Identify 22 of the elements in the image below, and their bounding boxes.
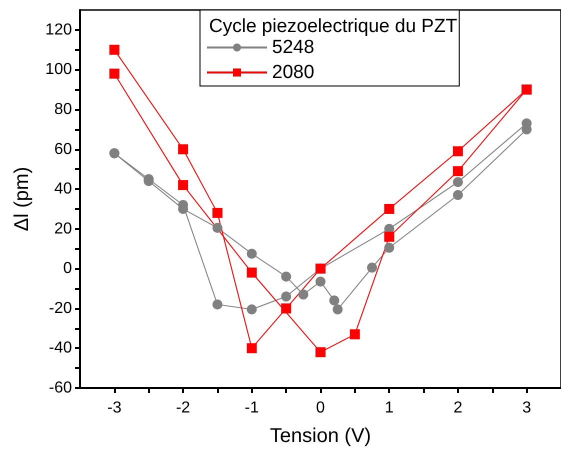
legend-label: 5248 — [272, 37, 314, 58]
y-tick-label: 40 — [54, 180, 72, 198]
x-tick-label: 1 — [384, 400, 394, 416]
x-tick-label: -1 — [244, 400, 259, 416]
y-tick-label: -20 — [48, 300, 72, 317]
y-tick-label: -40 — [48, 340, 72, 357]
x-tick-label: -2 — [176, 400, 190, 416]
y-tick-label: 0 — [63, 260, 72, 278]
y-tick-label: 80 — [54, 100, 72, 118]
x-tick-label: 2 — [453, 400, 462, 416]
y-tick-label: 60 — [54, 140, 72, 158]
y-tick-label: 20 — [54, 220, 72, 238]
y-axis-title: Δl (pm) — [11, 166, 33, 232]
legend-title: Cycle piezoelectrique du PZT — [209, 16, 458, 37]
y-tick-label: 120 — [45, 21, 72, 38]
x-tick-label: 3 — [522, 400, 532, 416]
x-tick-label: 0 — [316, 400, 326, 416]
x-axis-title: Tension (V) — [270, 425, 372, 447]
x-tick-label: -3 — [107, 400, 122, 416]
legend-label: 2080 — [272, 62, 314, 83]
y-tick-label: 100 — [45, 61, 72, 78]
y-tick-label: -60 — [48, 380, 72, 396]
